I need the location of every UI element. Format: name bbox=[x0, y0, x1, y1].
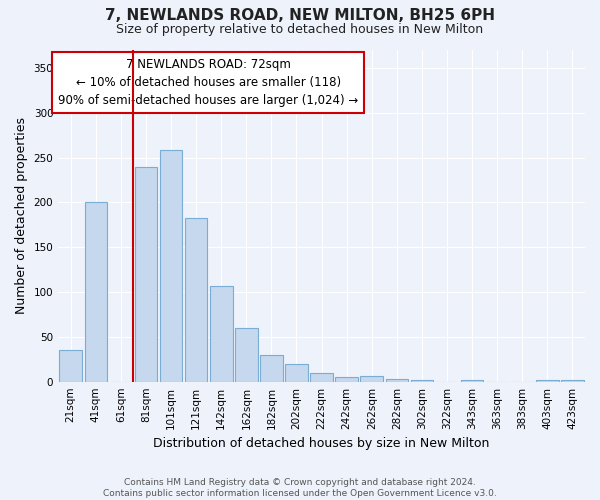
Bar bbox=[160, 150, 182, 382]
Bar bbox=[386, 379, 408, 382]
Bar bbox=[59, 350, 82, 382]
Bar bbox=[335, 377, 358, 382]
Bar bbox=[561, 380, 584, 382]
Text: Contains HM Land Registry data © Crown copyright and database right 2024.
Contai: Contains HM Land Registry data © Crown c… bbox=[103, 478, 497, 498]
X-axis label: Distribution of detached houses by size in New Milton: Distribution of detached houses by size … bbox=[154, 437, 490, 450]
Bar bbox=[210, 286, 233, 382]
Bar bbox=[536, 380, 559, 382]
Bar bbox=[361, 376, 383, 382]
Text: 7, NEWLANDS ROAD, NEW MILTON, BH25 6PH: 7, NEWLANDS ROAD, NEW MILTON, BH25 6PH bbox=[105, 8, 495, 22]
Bar bbox=[85, 202, 107, 382]
Bar bbox=[185, 218, 208, 382]
Bar bbox=[310, 372, 333, 382]
Y-axis label: Number of detached properties: Number of detached properties bbox=[15, 118, 28, 314]
Text: 7 NEWLANDS ROAD: 72sqm
← 10% of detached houses are smaller (118)
90% of semi-de: 7 NEWLANDS ROAD: 72sqm ← 10% of detached… bbox=[58, 58, 358, 108]
Bar bbox=[461, 380, 484, 382]
Text: Size of property relative to detached houses in New Milton: Size of property relative to detached ho… bbox=[116, 22, 484, 36]
Bar bbox=[260, 355, 283, 382]
Bar bbox=[410, 380, 433, 382]
Bar bbox=[285, 364, 308, 382]
Bar bbox=[134, 166, 157, 382]
Bar bbox=[235, 328, 257, 382]
